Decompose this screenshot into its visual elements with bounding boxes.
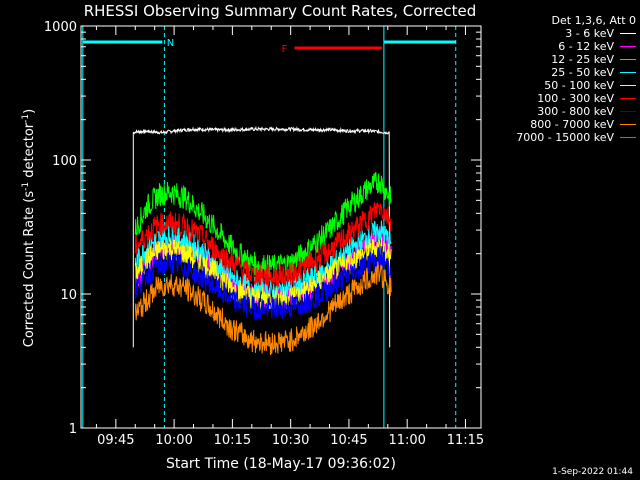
legend-item: 100 - 300 keV bbox=[486, 92, 636, 105]
legend-item: 25 - 50 keV bbox=[486, 66, 636, 79]
plot-frame bbox=[80, 25, 482, 429]
legend-item: 800 - 7000 keV bbox=[486, 118, 636, 131]
legend-label: 100 - 300 keV bbox=[537, 92, 614, 105]
legend-swatch bbox=[620, 137, 636, 138]
legend-swatch bbox=[620, 72, 636, 73]
legend-swatch bbox=[620, 85, 636, 86]
footer-date: 1-Sep-2022 01:44 bbox=[552, 467, 633, 477]
x-tick-label-1: 10:00 bbox=[155, 433, 192, 448]
series-line-4 bbox=[134, 237, 392, 311]
series-line-2 bbox=[134, 172, 392, 279]
y-tick-label-3: 1000 bbox=[44, 20, 77, 35]
x-tick-label-0: 09:45 bbox=[97, 433, 134, 448]
y-tick-label-0: 1 bbox=[69, 422, 77, 437]
y-axis-label: Corrected Count Rate (s-1 detector-1) bbox=[21, 109, 37, 347]
x-tick-label-2: 10:15 bbox=[214, 433, 251, 448]
legend-item: 12 - 25 keV bbox=[486, 53, 636, 66]
legend-item: 300 - 800 keV bbox=[486, 105, 636, 118]
legend-label: 25 - 50 keV bbox=[551, 66, 614, 79]
x-tick-label-5: 11:00 bbox=[388, 433, 425, 448]
chart-title: RHESSI Observing Summary Count Rates, Co… bbox=[84, 2, 477, 20]
legend-label: 12 - 25 keV bbox=[551, 53, 614, 66]
legend-label: 300 - 800 keV bbox=[537, 105, 614, 118]
y-tick-label-2: 100 bbox=[52, 154, 77, 169]
legend-item: 6 - 12 keV bbox=[486, 40, 636, 53]
x-axis-label: Start Time (18-May-17 09:36:02) bbox=[166, 456, 396, 472]
legend-header-text: Det 1,3,6, Att 0 bbox=[551, 14, 636, 27]
legend-swatch bbox=[620, 59, 636, 60]
legend-swatch bbox=[620, 124, 636, 125]
legend-swatch bbox=[620, 46, 636, 47]
legend-item: 3 - 6 keV bbox=[486, 27, 636, 40]
legend-item: 7000 - 15000 keV bbox=[486, 131, 636, 144]
legend-label: 50 - 100 keV bbox=[544, 79, 614, 92]
series-line-3 bbox=[134, 220, 392, 303]
series-line-7 bbox=[134, 261, 392, 356]
series-line-6 bbox=[134, 245, 392, 320]
legend-label: 3 - 6 keV bbox=[565, 27, 614, 40]
legend-swatch bbox=[620, 98, 636, 99]
legend-label: 6 - 12 keV bbox=[558, 40, 614, 53]
x-tick-label-4: 10:45 bbox=[330, 433, 367, 448]
annotation-label-F: F bbox=[282, 44, 288, 55]
legend-item: 50 - 100 keV bbox=[486, 79, 636, 92]
series-line-5 bbox=[134, 202, 392, 289]
annotation-label-N: N bbox=[167, 38, 174, 49]
legend-header: Det 1,3,6, Att 0 bbox=[486, 14, 636, 27]
y-tick-label-1: 10 bbox=[60, 288, 77, 303]
x-tick-label-6: 11:15 bbox=[447, 433, 484, 448]
x-tick-label-3: 10:30 bbox=[272, 433, 309, 448]
legend-label: 7000 - 15000 keV bbox=[516, 131, 614, 144]
legend-swatch bbox=[620, 33, 636, 34]
legend-label: 800 - 7000 keV bbox=[530, 118, 614, 131]
legend-swatch bbox=[620, 111, 636, 112]
series-line-0 bbox=[132, 125, 391, 348]
